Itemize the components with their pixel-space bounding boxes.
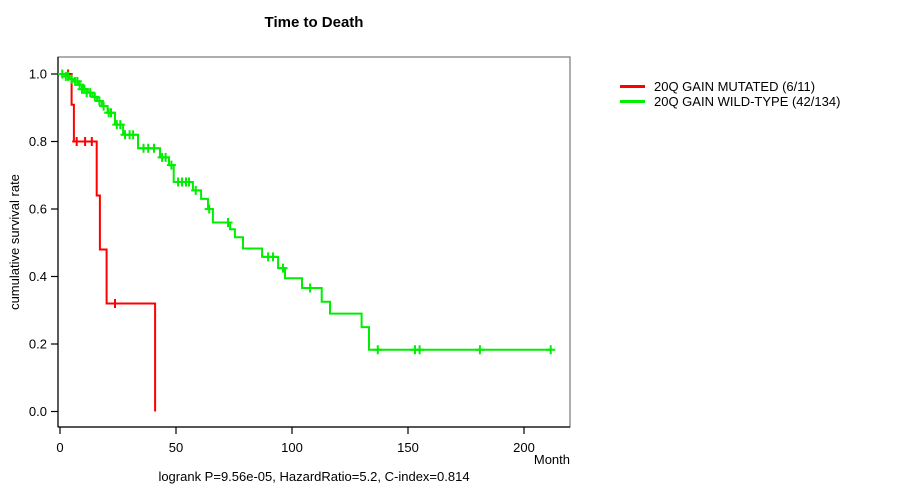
x-tick-label: 100: [281, 440, 303, 455]
y-tick-label: 0.0: [29, 404, 47, 419]
y-tick-label: 1.0: [29, 67, 47, 82]
wildtype-censor-mark: [106, 108, 116, 118]
mutated-censor-mark: [87, 137, 97, 146]
mutated-censor-mark: [110, 299, 120, 308]
mutated-censor-mark: [72, 137, 82, 146]
wildtype-censor-mark: [149, 143, 159, 153]
chart-title: Time to Death: [264, 14, 364, 31]
wildtype-censor-mark: [223, 218, 233, 227]
legend-label-mutated: 20Q GAIN MUTATED (6/11): [654, 79, 816, 94]
mutated-legend-line-icon: [620, 85, 645, 88]
y-tick-label: 0.2: [29, 337, 47, 352]
wildtype-censor-mark: [191, 185, 201, 195]
wildtype-censor-mark: [161, 152, 171, 162]
wildtype-censor-mark: [115, 120, 125, 130]
wildtype-censor-mark: [475, 345, 485, 355]
legend: 20Q GAIN MUTATED (6/11) 20Q GAIN WILD-TYP…: [620, 79, 840, 109]
x-tick-label: 0: [56, 440, 63, 455]
wildtype-censor-mark: [166, 160, 176, 170]
wildtype-curve: [60, 73, 552, 351]
wildtype-censor-mark: [128, 130, 138, 140]
wildtype-censor-mark: [373, 345, 383, 355]
x-tick-label: 50: [169, 440, 183, 455]
wildtype-legend-line-icon: [620, 100, 645, 103]
wildtype-censor-mark: [268, 252, 278, 262]
y-tick-label: 0.4: [29, 269, 47, 284]
wildtype-censor-mark: [85, 88, 95, 98]
wildtype-censor-mark: [184, 177, 194, 187]
legend-label-wildtype: 20Q GAIN WILD-TYPE (42/134): [654, 94, 841, 109]
wildtype-censor-mark: [99, 101, 109, 111]
wildtype-censor-mark: [94, 96, 104, 106]
y-tick-label: 0.6: [29, 202, 47, 217]
wildtype-censor-mark: [204, 204, 214, 214]
wildtype-censor-mark: [278, 263, 288, 273]
y-axis-label: cumulative survival rate: [7, 174, 22, 310]
stats-footer: logrank P=9.56e-05, HazardRatio=5.2, C-i…: [158, 469, 470, 484]
wildtype-censor-mark: [415, 345, 425, 355]
x-tick-label: 150: [397, 440, 419, 455]
wildtype-censor-mark: [90, 92, 100, 102]
plot-box: [57, 56, 571, 428]
x-axis-label: Month: [533, 452, 570, 467]
mutated-curve: [60, 73, 157, 412]
legend-item-mutated: 20Q GAIN MUTATED (6/11): [620, 79, 840, 94]
x-tick-label: 200: [513, 440, 535, 455]
y-tick-label: 0.8: [29, 134, 47, 149]
wildtype-censor-mark: [546, 345, 556, 355]
legend-item-wildtype: 20Q GAIN WILD-TYPE (42/134): [620, 94, 840, 109]
wildtype-censor-mark: [305, 283, 315, 293]
